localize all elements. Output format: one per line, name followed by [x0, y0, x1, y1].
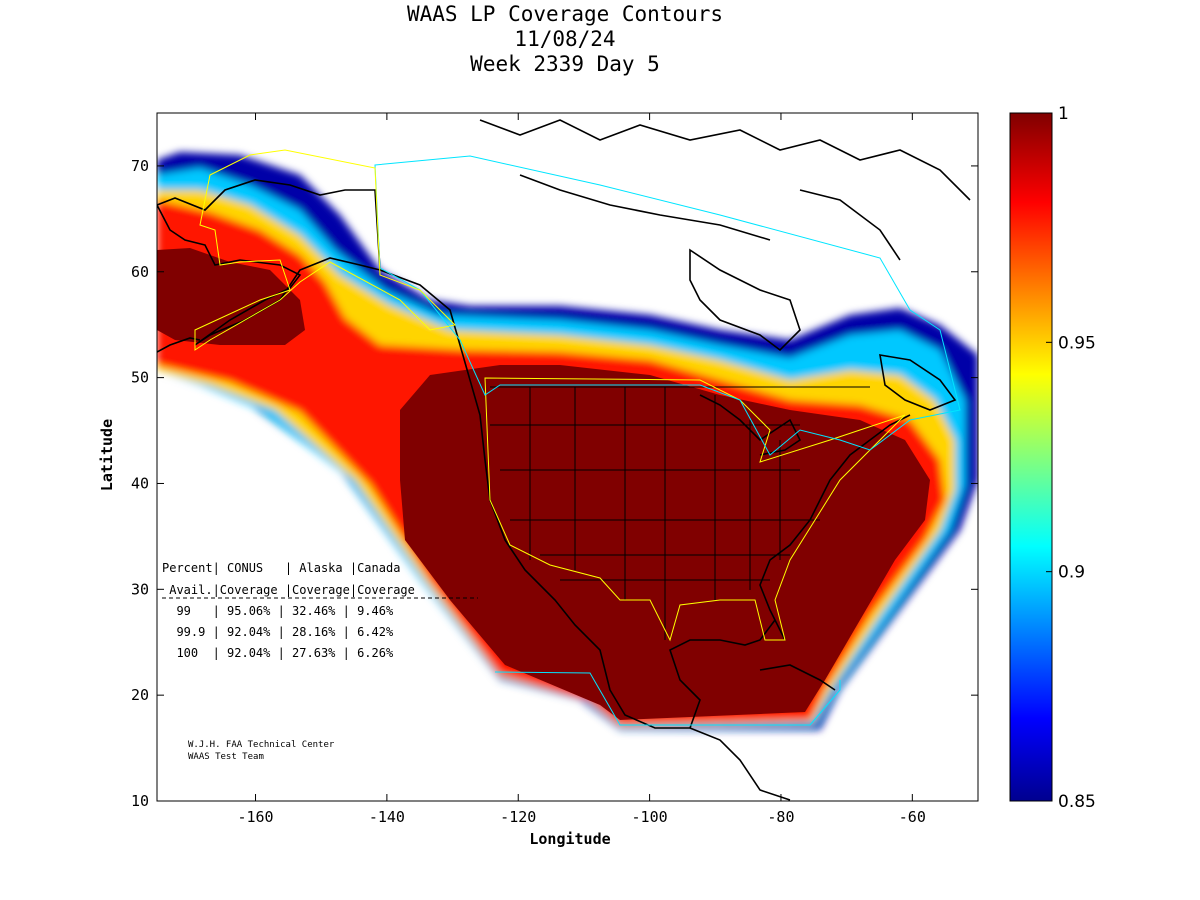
- y-tick-label: 60: [131, 263, 149, 281]
- colorbar-tick-label: 0.9: [1058, 563, 1085, 583]
- y-axis-label: Latitude: [98, 419, 116, 491]
- canada-arctic: [479, 119, 971, 261]
- y-tick-label: 10: [131, 792, 149, 810]
- coverage-full: [157, 248, 305, 345]
- canada-outline: [374, 155, 961, 456]
- x-axis-label: Longitude: [529, 830, 610, 848]
- table-header-1: Percent| CONUS | Alaska |Canada: [162, 561, 400, 575]
- y-tick-label: 70: [131, 157, 149, 175]
- map-title-line-3: Week 2339 Day 5: [470, 52, 660, 76]
- region-outlines: [194, 149, 961, 726]
- x-tick-label: -100: [632, 808, 668, 826]
- colorbar: [1009, 112, 1053, 802]
- coverage-table: Percent| CONUS | Alaska |Canada Avail.|C…: [162, 561, 478, 660]
- y-axis-ticks: 10 20 30 40 50 60 70: [131, 157, 978, 810]
- central-america: [689, 727, 791, 801]
- colorbar-tick-label: 0.95: [1058, 333, 1096, 353]
- great-lakes: [699, 394, 802, 456]
- y-tick-label: 20: [131, 686, 149, 704]
- coverage-contours: [157, 152, 978, 730]
- y-tick-label: 30: [131, 580, 149, 598]
- credit-line-1: W.J.H. FAA Technical Center: [188, 740, 335, 750]
- credit-line-2: WAAS Test Team: [188, 752, 264, 762]
- state-borders: [490, 386, 870, 640]
- x-axis-ticks: -160 -140 -120 -100 -80 -60: [237, 113, 926, 826]
- table-header-2: Avail.|Coverage |Coverage|Coverage: [162, 583, 415, 597]
- x-tick-label: -60: [899, 808, 926, 826]
- cuba: [759, 664, 836, 691]
- colorbar-tick-label: 1: [1058, 104, 1069, 124]
- x-tick-label: -120: [500, 808, 536, 826]
- table-row: 99 | 95.06% | 32.46% | 9.46%: [162, 604, 394, 618]
- colorbar-ticks: 0.85 0.9 0.95 1: [1046, 104, 1096, 812]
- map-title-line-1: WAAS LP Coverage Contours: [406, 2, 724, 26]
- colorbar-tick-label: 0.85: [1058, 792, 1096, 812]
- coastlines: [157, 119, 971, 801]
- alaska-outline: [194, 149, 457, 351]
- x-tick-label: -140: [369, 808, 405, 826]
- x-tick-label: -80: [767, 808, 794, 826]
- y-tick-label: 40: [131, 474, 149, 492]
- table-row: 99.9 | 92.04% | 28.16% | 6.42%: [162, 625, 394, 639]
- x-tick-label: -160: [237, 808, 273, 826]
- table-row: 100 | 92.04% | 27.63% | 6.26%: [162, 646, 394, 660]
- newfoundland: [879, 354, 957, 411]
- hudson-bay: [689, 248, 801, 352]
- caribbean-outline: [494, 671, 841, 726]
- y-tick-label: 50: [131, 369, 149, 387]
- west-coast: [379, 269, 690, 729]
- mexico-gulf-coast: [669, 414, 911, 729]
- plot-frame: [156, 112, 979, 802]
- conus-outline: [484, 377, 906, 642]
- map-title-line-2: 11/08/24: [514, 27, 616, 51]
